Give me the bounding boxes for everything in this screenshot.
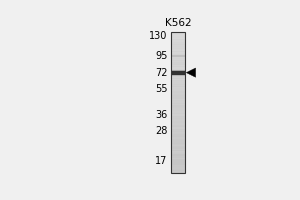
Text: 95: 95 bbox=[155, 51, 168, 61]
Text: 55: 55 bbox=[155, 84, 168, 94]
Text: 28: 28 bbox=[155, 126, 168, 136]
Text: K562: K562 bbox=[165, 18, 191, 28]
Text: 130: 130 bbox=[149, 31, 168, 41]
Text: 36: 36 bbox=[155, 110, 168, 120]
Bar bbox=[171, 32, 185, 173]
Polygon shape bbox=[186, 68, 196, 77]
Text: 72: 72 bbox=[155, 68, 168, 78]
Text: 17: 17 bbox=[155, 156, 168, 166]
